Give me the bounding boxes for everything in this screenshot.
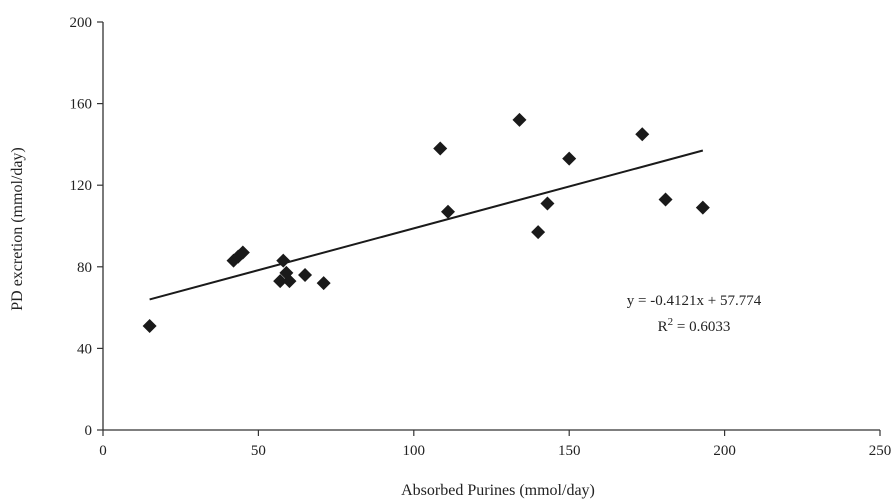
x-axis-title: Absorbed Purines (mmol/day) xyxy=(401,482,595,499)
data-point-15 xyxy=(540,196,555,211)
x-tick-label-250: 250 xyxy=(869,443,892,459)
y-tick-label-0: 0 xyxy=(85,423,93,439)
data-point-14 xyxy=(531,225,546,240)
x-tick-label-200: 200 xyxy=(713,443,736,459)
data-point-19 xyxy=(695,200,710,215)
x-tick-label-150: 150 xyxy=(558,443,581,459)
regression-equation: y = -0.4121x + 57.774 xyxy=(627,293,762,309)
y-tick-label-160: 160 xyxy=(70,97,93,113)
x-tick-label-100: 100 xyxy=(403,443,426,459)
y-tick-label-80: 80 xyxy=(77,260,92,276)
y-tick-label-200: 200 xyxy=(70,15,93,31)
data-point-13 xyxy=(512,112,527,127)
tick-marks xyxy=(97,21,881,436)
r-squared-value: = 0.6033 xyxy=(673,319,730,335)
data-point-10 xyxy=(316,276,331,291)
data-point-16 xyxy=(562,151,577,166)
y-tick-label-40: 40 xyxy=(77,341,92,357)
trendline xyxy=(149,149,704,301)
y-tick-label-120: 120 xyxy=(70,178,93,194)
data-point-4 xyxy=(235,245,250,260)
data-point-1 xyxy=(142,318,157,333)
data-point-12 xyxy=(440,204,455,219)
x-tick-label-0: 0 xyxy=(99,443,107,459)
data-point-9 xyxy=(298,267,313,282)
data-points xyxy=(142,112,710,333)
r-squared-superscript: 2 xyxy=(668,316,674,328)
data-point-18 xyxy=(658,192,673,207)
r-squared-prefix: R xyxy=(658,319,668,335)
y-axis-title: PD excretion (mmol/day) xyxy=(9,147,26,311)
data-point-8 xyxy=(282,274,297,289)
axes xyxy=(102,22,880,431)
r-squared-label: R2 = 0.6033 xyxy=(658,316,731,335)
tick-labels: 0 40 80 120 160 200 0 50 100 150 200 250 xyxy=(70,15,892,459)
x-tick-label-50: 50 xyxy=(251,443,266,459)
data-point-6 xyxy=(276,253,291,268)
data-point-11 xyxy=(433,141,448,156)
data-point-5 xyxy=(273,274,288,289)
data-point-17 xyxy=(635,127,650,142)
